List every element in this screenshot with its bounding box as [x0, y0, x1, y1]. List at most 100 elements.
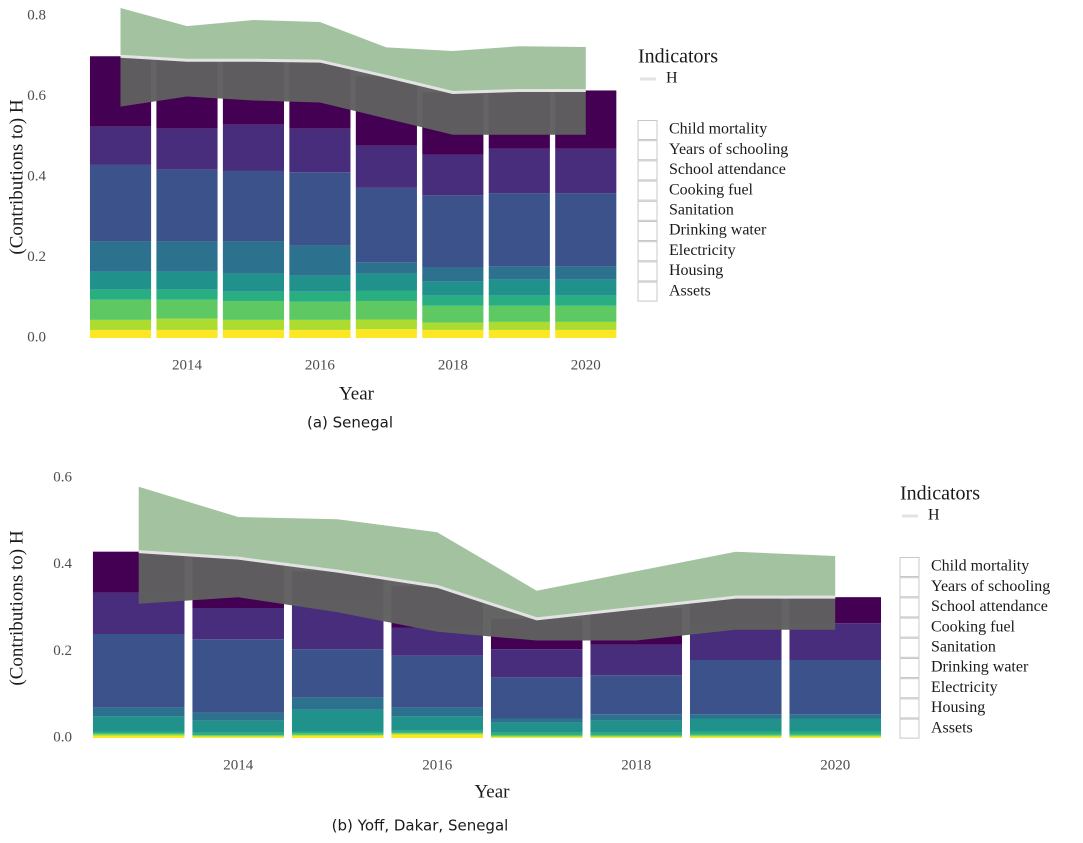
bar-segment: [555, 305, 617, 322]
bar-segment: [192, 720, 284, 733]
bar-segment: [156, 169, 218, 242]
bar-segment: [355, 273, 417, 291]
bar-segment: [689, 736, 782, 738]
caption: (a) Senegal: [307, 414, 393, 432]
bar-segment: [789, 660, 882, 715]
legend-label: Child mortality: [931, 558, 1029, 575]
legend-label: Years of schooling: [931, 578, 1050, 595]
bar-segment: [355, 145, 417, 188]
bar-segment: [89, 319, 152, 330]
bar-segment: [689, 731, 782, 735]
bar-segment: [92, 733, 185, 735]
bar-segment: [92, 731, 185, 734]
bar-segment: [391, 732, 483, 734]
bar-segment: [555, 321, 617, 330]
bar-segment: [92, 734, 185, 736]
legend-key: [637, 200, 658, 221]
bar-segment: [355, 262, 417, 274]
bar-segment: [391, 707, 483, 717]
x-tick-label: 2014: [172, 357, 203, 373]
bar-segment: [422, 295, 484, 306]
legend-key: [899, 718, 920, 739]
bar-segment: [192, 639, 284, 713]
legend-label: Electricity: [931, 679, 998, 696]
h-line: [138, 550, 836, 621]
legend-key: [637, 180, 658, 201]
bar-segment: [488, 279, 550, 296]
y-axis-title: (Contributions to) H: [6, 530, 27, 685]
bar-segment: [422, 281, 484, 296]
bar-segment: [391, 733, 483, 735]
bar-segment: [789, 735, 882, 737]
bar-segment: [590, 720, 683, 733]
bar-segment: [192, 712, 284, 721]
bar-segment: [422, 305, 484, 323]
bar-segment: [689, 718, 782, 732]
bar-segment: [289, 245, 351, 276]
bar-segment: [92, 735, 185, 738]
bar-segment: [490, 737, 583, 738]
bar-segment: [490, 722, 583, 733]
bar-segment: [289, 301, 351, 320]
legend-label: Sanitation: [669, 201, 734, 218]
bar-segment: [789, 731, 882, 735]
bar-segment: [555, 193, 617, 267]
legend-label: School attendance: [931, 598, 1048, 615]
y-tick-label: 0.8: [27, 7, 46, 23]
y-tick-label: 0.6: [53, 469, 72, 485]
bar-segment: [92, 707, 185, 717]
bar-segment: [289, 275, 351, 292]
bar-segment: [355, 329, 417, 338]
legend-key: [637, 140, 658, 161]
legend-label: Cooking fuel: [669, 181, 754, 198]
legend-label: Assets: [669, 282, 711, 299]
x-axis-title: Year: [339, 383, 375, 404]
bar-segment: [89, 299, 152, 320]
bar-segment: [156, 128, 218, 170]
y-axis-title: (Contributions to) H: [6, 99, 27, 254]
bar-segment: [488, 321, 550, 330]
bar-segment: [156, 318, 218, 330]
bar-segment: [490, 734, 583, 737]
x-tick-label: 2016: [422, 757, 453, 773]
caption: (b) Yoff, Dakar, Senegal: [332, 817, 509, 835]
bar-segment: [689, 714, 782, 719]
legend-label: Housing: [931, 699, 985, 716]
legend-key: [899, 617, 920, 638]
x-tick-label: 2020: [571, 357, 601, 373]
legend-label: Assets: [931, 719, 973, 736]
legend-key: [637, 261, 658, 282]
x-axis-title: Year: [474, 781, 510, 802]
bar-segment: [89, 329, 152, 338]
legend-label: Drinking water: [931, 659, 1029, 676]
bar-segment: [291, 731, 384, 734]
bar-segment: [488, 193, 550, 267]
legend-key: [637, 120, 658, 140]
bar-segment: [291, 697, 384, 710]
bar-segment: [422, 195, 484, 268]
bar-segment: [92, 634, 185, 708]
bar-segment: [289, 291, 351, 302]
y-tick-label: 0.0: [27, 329, 46, 345]
bar-segment: [590, 736, 683, 738]
bar-segment: [590, 734, 683, 737]
bar-segment: [291, 709, 384, 732]
bar-segment: [490, 649, 583, 678]
legend-key: [899, 698, 920, 719]
bar-segment: [590, 714, 683, 721]
bar-segment: [488, 329, 550, 338]
bar-segment: [156, 289, 218, 300]
bar-segment: [555, 148, 617, 194]
legend-label: H: [928, 507, 940, 524]
legend-key: [899, 577, 920, 598]
x-tick-label: 2018: [438, 357, 468, 373]
bar-segment: [222, 329, 285, 338]
bar-segment: [192, 735, 284, 737]
bar-segment: [355, 187, 417, 263]
y-tick-label: 0.4: [27, 168, 46, 184]
x-tick-label: 2014: [223, 757, 254, 773]
legend-key: [637, 221, 658, 241]
h-upper-band: [120, 8, 586, 93]
